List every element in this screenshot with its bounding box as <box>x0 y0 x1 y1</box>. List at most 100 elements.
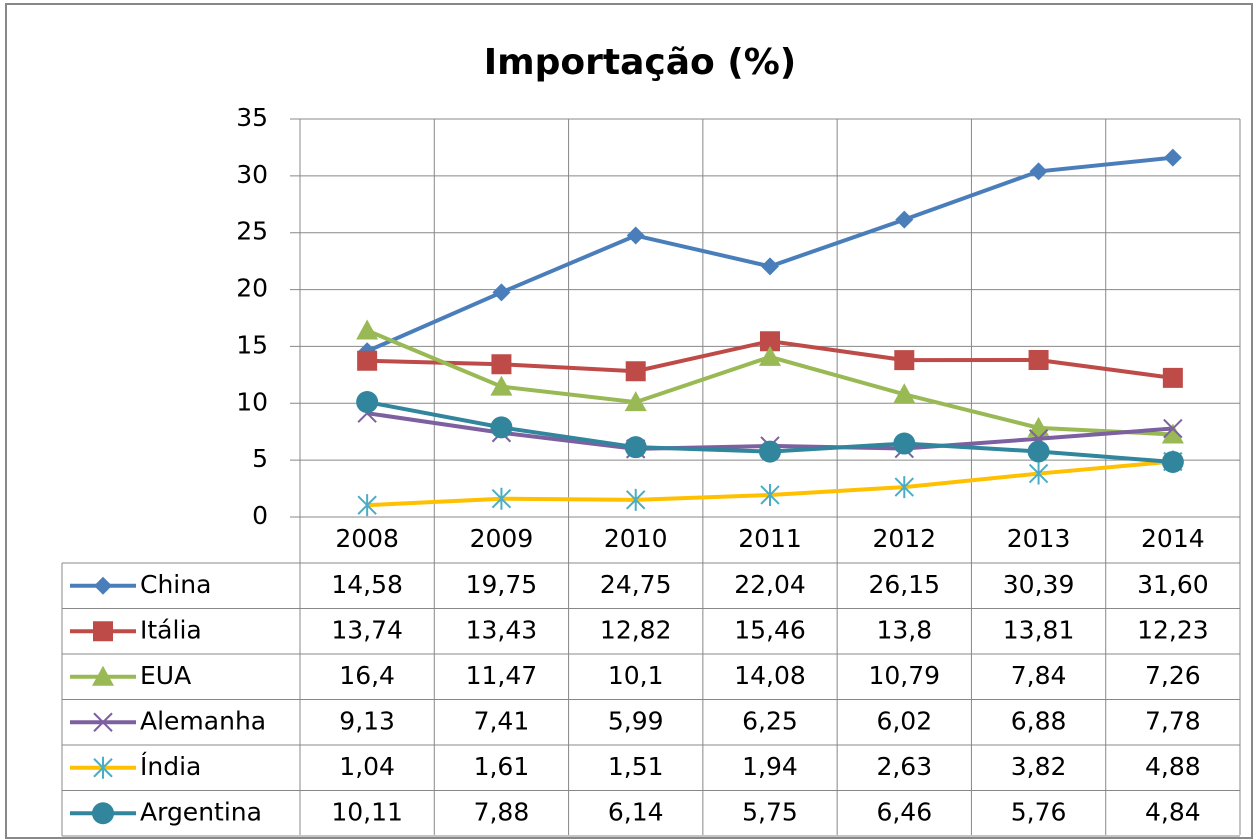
marker <box>759 440 781 463</box>
marker <box>1163 418 1183 439</box>
table-cell: 16,4 <box>339 661 395 690</box>
y-tick-label: 20 <box>236 274 268 303</box>
marker <box>357 350 378 371</box>
marker <box>356 319 379 340</box>
marker <box>1162 367 1183 388</box>
table-cell: 10,11 <box>331 797 403 826</box>
marker <box>624 436 647 459</box>
y-tick-label: 0 <box>252 501 268 530</box>
marker <box>1027 416 1050 437</box>
marker <box>1028 349 1049 370</box>
legend-label: Itália <box>140 615 202 644</box>
table-cell: 1,61 <box>474 752 530 781</box>
table-cell: 12,82 <box>600 615 672 644</box>
table-cell: 5,99 <box>608 706 664 735</box>
legend-label: Alemanha <box>140 706 266 735</box>
y-tick-label: 15 <box>236 330 268 359</box>
marker <box>760 483 780 506</box>
marker <box>626 488 646 511</box>
legend-label: EUA <box>140 661 191 690</box>
table-cell: 24,75 <box>600 570 672 599</box>
table-cell: 7,78 <box>1145 706 1201 735</box>
marker <box>893 432 916 455</box>
table-cell: 14,58 <box>331 570 403 599</box>
legend-label: Argentina <box>140 797 262 826</box>
marker <box>893 383 916 404</box>
marker <box>625 361 646 382</box>
table-cell: 11,47 <box>466 661 538 690</box>
table-cell: 2,63 <box>876 752 932 781</box>
table-cell: 6,88 <box>1011 706 1067 735</box>
table-cell: 7,41 <box>474 706 530 735</box>
table-cell: 13,74 <box>331 615 403 644</box>
table-cell: 6,02 <box>876 706 932 735</box>
marker <box>894 350 915 371</box>
marker <box>760 331 780 352</box>
chart-title: Importação (%) <box>484 42 797 83</box>
table-cell: 1,51 <box>608 752 664 781</box>
x-tick-label: 2008 <box>335 524 399 553</box>
marker <box>356 391 379 414</box>
y-tick-label: 25 <box>236 217 268 246</box>
marker <box>894 476 914 499</box>
x-tick-label: 2009 <box>470 524 534 553</box>
table-cell: 4,88 <box>1145 752 1201 781</box>
legend-key-marker <box>92 665 114 686</box>
table-cell: 7,26 <box>1145 661 1201 690</box>
marker <box>1163 148 1182 167</box>
marker <box>759 345 781 366</box>
marker <box>1161 450 1184 473</box>
table-cell: 30,39 <box>1003 570 1075 599</box>
table-cell: 6,25 <box>742 706 798 735</box>
table-cell: 4,84 <box>1145 797 1201 826</box>
y-tick-label: 5 <box>252 444 268 473</box>
y-tick-label: 30 <box>236 160 268 189</box>
table-cell: 31,60 <box>1137 570 1209 599</box>
table-cell: 10,79 <box>868 661 940 690</box>
x-tick-label: 2014 <box>1141 524 1205 553</box>
legend-label: China <box>140 570 211 599</box>
table-cell: 26,15 <box>868 570 940 599</box>
marker <box>492 283 511 302</box>
legend-key-marker <box>93 756 113 779</box>
marker <box>1161 423 1184 444</box>
marker <box>624 391 647 412</box>
table-cell: 13,8 <box>876 615 932 644</box>
table-cell: 7,88 <box>474 797 530 826</box>
table-cell: 9,13 <box>339 706 395 735</box>
table-cell: 5,75 <box>742 797 798 826</box>
table-cell: 5,76 <box>1011 797 1067 826</box>
x-tick-label: 2012 <box>872 524 936 553</box>
table-cell: 10,1 <box>608 661 664 690</box>
table-cell: 12,23 <box>1137 615 1209 644</box>
legend-label: Índia <box>140 752 201 781</box>
legend-key-marker <box>93 712 113 732</box>
table-cell: 6,14 <box>608 797 664 826</box>
table-cell: 1,04 <box>339 752 395 781</box>
marker <box>490 416 513 439</box>
table-cell: 15,46 <box>734 615 806 644</box>
x-tick-label: 2011 <box>738 524 802 553</box>
y-tick-label: 35 <box>236 103 268 132</box>
marker <box>895 210 914 229</box>
marker <box>761 257 779 276</box>
marker <box>1029 162 1048 181</box>
legend-key-marker <box>93 621 113 642</box>
marker <box>490 375 513 396</box>
x-tick-label: 2010 <box>604 524 668 553</box>
table-cell: 14,08 <box>734 661 806 690</box>
marker <box>357 494 377 517</box>
table-cell: 3,82 <box>1011 752 1067 781</box>
y-tick-label: 10 <box>236 387 268 416</box>
marker <box>1027 440 1050 463</box>
marker <box>491 354 512 375</box>
marker <box>1028 462 1049 485</box>
marker <box>491 487 512 510</box>
legend-key-marker <box>94 576 112 595</box>
table-cell: 7,84 <box>1011 661 1067 690</box>
x-tick-label: 2013 <box>1007 524 1071 553</box>
table-cell: 22,04 <box>734 570 806 599</box>
table-cell: 19,75 <box>466 570 538 599</box>
table-cell: 6,46 <box>876 797 932 826</box>
table-cell: 13,81 <box>1003 615 1075 644</box>
